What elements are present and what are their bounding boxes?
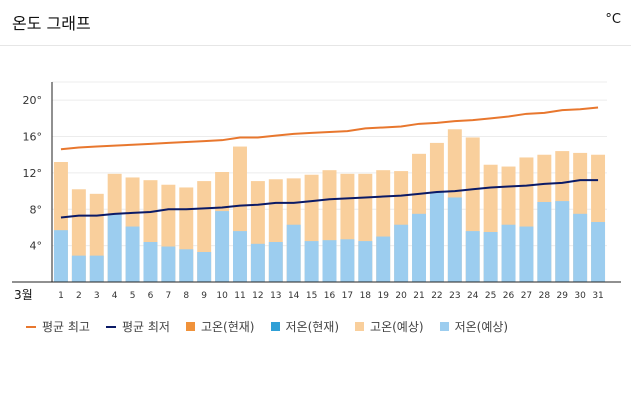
y-tick-label: 8°	[30, 203, 43, 216]
legend-label: 고온(예상)	[370, 320, 424, 334]
x-tick-label: 24	[467, 291, 479, 301]
y-tick-label: 16°	[23, 131, 43, 144]
bar-low-forecast	[501, 224, 516, 282]
x-tick-label: 13	[270, 291, 281, 301]
unit-toggle[interactable]: °C	[605, 12, 621, 27]
x-tick-label: 12	[252, 291, 263, 301]
bar-low-forecast	[268, 242, 283, 282]
x-tick-label: 2	[76, 291, 82, 301]
bar-low-forecast	[340, 239, 355, 282]
bar-low-forecast	[215, 211, 230, 282]
bar-low-forecast	[233, 231, 247, 282]
x-tick-label: 31	[592, 291, 603, 301]
legend-label: 저온(예상)	[454, 320, 509, 334]
bar-low-forecast	[322, 240, 337, 282]
bar-low-forecast	[197, 252, 212, 282]
x-tick-label: 8	[183, 291, 189, 301]
x-tick-label: 7	[166, 291, 172, 301]
bar-low-forecast	[447, 197, 462, 282]
x-tick-label: 23	[449, 291, 460, 301]
bar-low-forecast	[376, 236, 391, 282]
legend-swatch	[270, 322, 280, 331]
legend-label: 저온(현재)	[285, 320, 340, 334]
x-tick-label: 10	[216, 291, 228, 301]
bar-low-forecast	[555, 201, 570, 282]
x-tick-label: 16	[324, 291, 336, 301]
legend-high-current[interactable]: 고온(현재)	[185, 318, 255, 335]
bar-low-forecast	[358, 241, 373, 282]
bar-low-forecast	[519, 226, 534, 282]
bar-low-forecast	[53, 230, 68, 282]
x-tick-label: 27	[521, 291, 532, 301]
x-tick-label: 14	[288, 291, 300, 301]
bar-low-forecast	[429, 192, 444, 282]
trend-lines	[60, 106, 599, 219]
x-tick-label: 3	[94, 291, 100, 301]
bar-low-forecast	[573, 213, 588, 282]
x-tick-label: 17	[342, 291, 353, 301]
bar-low-forecast	[394, 224, 409, 282]
bar-low-forecast	[143, 242, 158, 282]
bar-low-forecast	[304, 241, 319, 282]
x-tick-label: 18	[360, 291, 372, 301]
legend-high-forecast[interactable]: 고온(예상)	[355, 318, 424, 335]
legend-label: 평균 최고	[42, 320, 90, 334]
header-divider	[0, 45, 631, 46]
x-tick-label: 25	[485, 291, 496, 301]
tick-labels: 4°8°12°16°20°3월 1 2 3 4 5 6 7 8 9 10 11 12 13 14 15 16 17…	[14, 94, 604, 302]
x-tick-label: 11	[234, 291, 245, 301]
page-title: 온도 그래프	[12, 14, 91, 33]
x-tick-label: 21	[413, 291, 424, 301]
bar-low-forecast	[412, 213, 426, 282]
y-tick-label: 4°	[30, 240, 43, 253]
x-tick-label: 22	[431, 291, 442, 301]
bar-low-forecast	[286, 224, 301, 282]
x-tick-label: 28	[539, 291, 551, 301]
legend-low-current[interactable]: 저온(현재)	[270, 318, 340, 335]
month-label: 3월	[14, 288, 33, 302]
avg-high-line	[60, 106, 599, 151]
axes	[12, 82, 621, 283]
legend-swatch	[439, 322, 449, 331]
y-tick-label: 20°	[23, 94, 43, 107]
x-tick-label: 9	[201, 291, 207, 301]
bar-low-forecast	[591, 222, 606, 282]
legend-low-forecast[interactable]: 저온(예상)	[439, 318, 509, 335]
x-tick-label: 15	[306, 291, 317, 301]
x-tick-label: 4	[112, 291, 118, 301]
x-tick-label: 26	[503, 291, 515, 301]
x-tick-label: 30	[574, 291, 586, 301]
x-tick-label: 19	[377, 291, 389, 301]
legend-avg-low[interactable]: 평균 최저	[105, 318, 170, 335]
x-tick-label: 5	[130, 291, 136, 301]
bars-low	[53, 192, 606, 282]
legend-swatch	[355, 322, 365, 331]
bar-low-forecast	[125, 226, 140, 282]
x-tick-label: 6	[148, 291, 154, 301]
x-tick-label: 29	[557, 291, 569, 301]
avg-low-line	[60, 179, 599, 219]
bar-low-forecast	[483, 232, 498, 282]
bar-low-forecast	[161, 246, 176, 282]
y-tick-label: 12°	[23, 167, 43, 180]
legend-swatch	[105, 325, 116, 328]
bar-low-forecast	[465, 231, 480, 282]
bar-low-forecast	[537, 202, 552, 282]
bar-low-forecast	[107, 213, 122, 282]
x-tick-label: 1	[58, 291, 64, 301]
x-tick-label: 20	[395, 291, 407, 301]
legend-swatch	[26, 325, 36, 328]
legend-label: 평균 최저	[121, 320, 170, 334]
bar-low-forecast	[250, 243, 265, 282]
legend: 평균 최고 평균 최저 고온(현재) 저온(현재) 고온(예상) 저온(예상)	[26, 318, 508, 335]
legend-label: 고온(현재)	[200, 320, 255, 334]
bar-low-forecast	[71, 255, 86, 282]
legend-avg-high[interactable]: 평균 최고	[26, 318, 90, 335]
bar-low-forecast	[89, 255, 104, 282]
bar-low-forecast	[179, 249, 194, 282]
legend-swatch	[185, 322, 195, 331]
